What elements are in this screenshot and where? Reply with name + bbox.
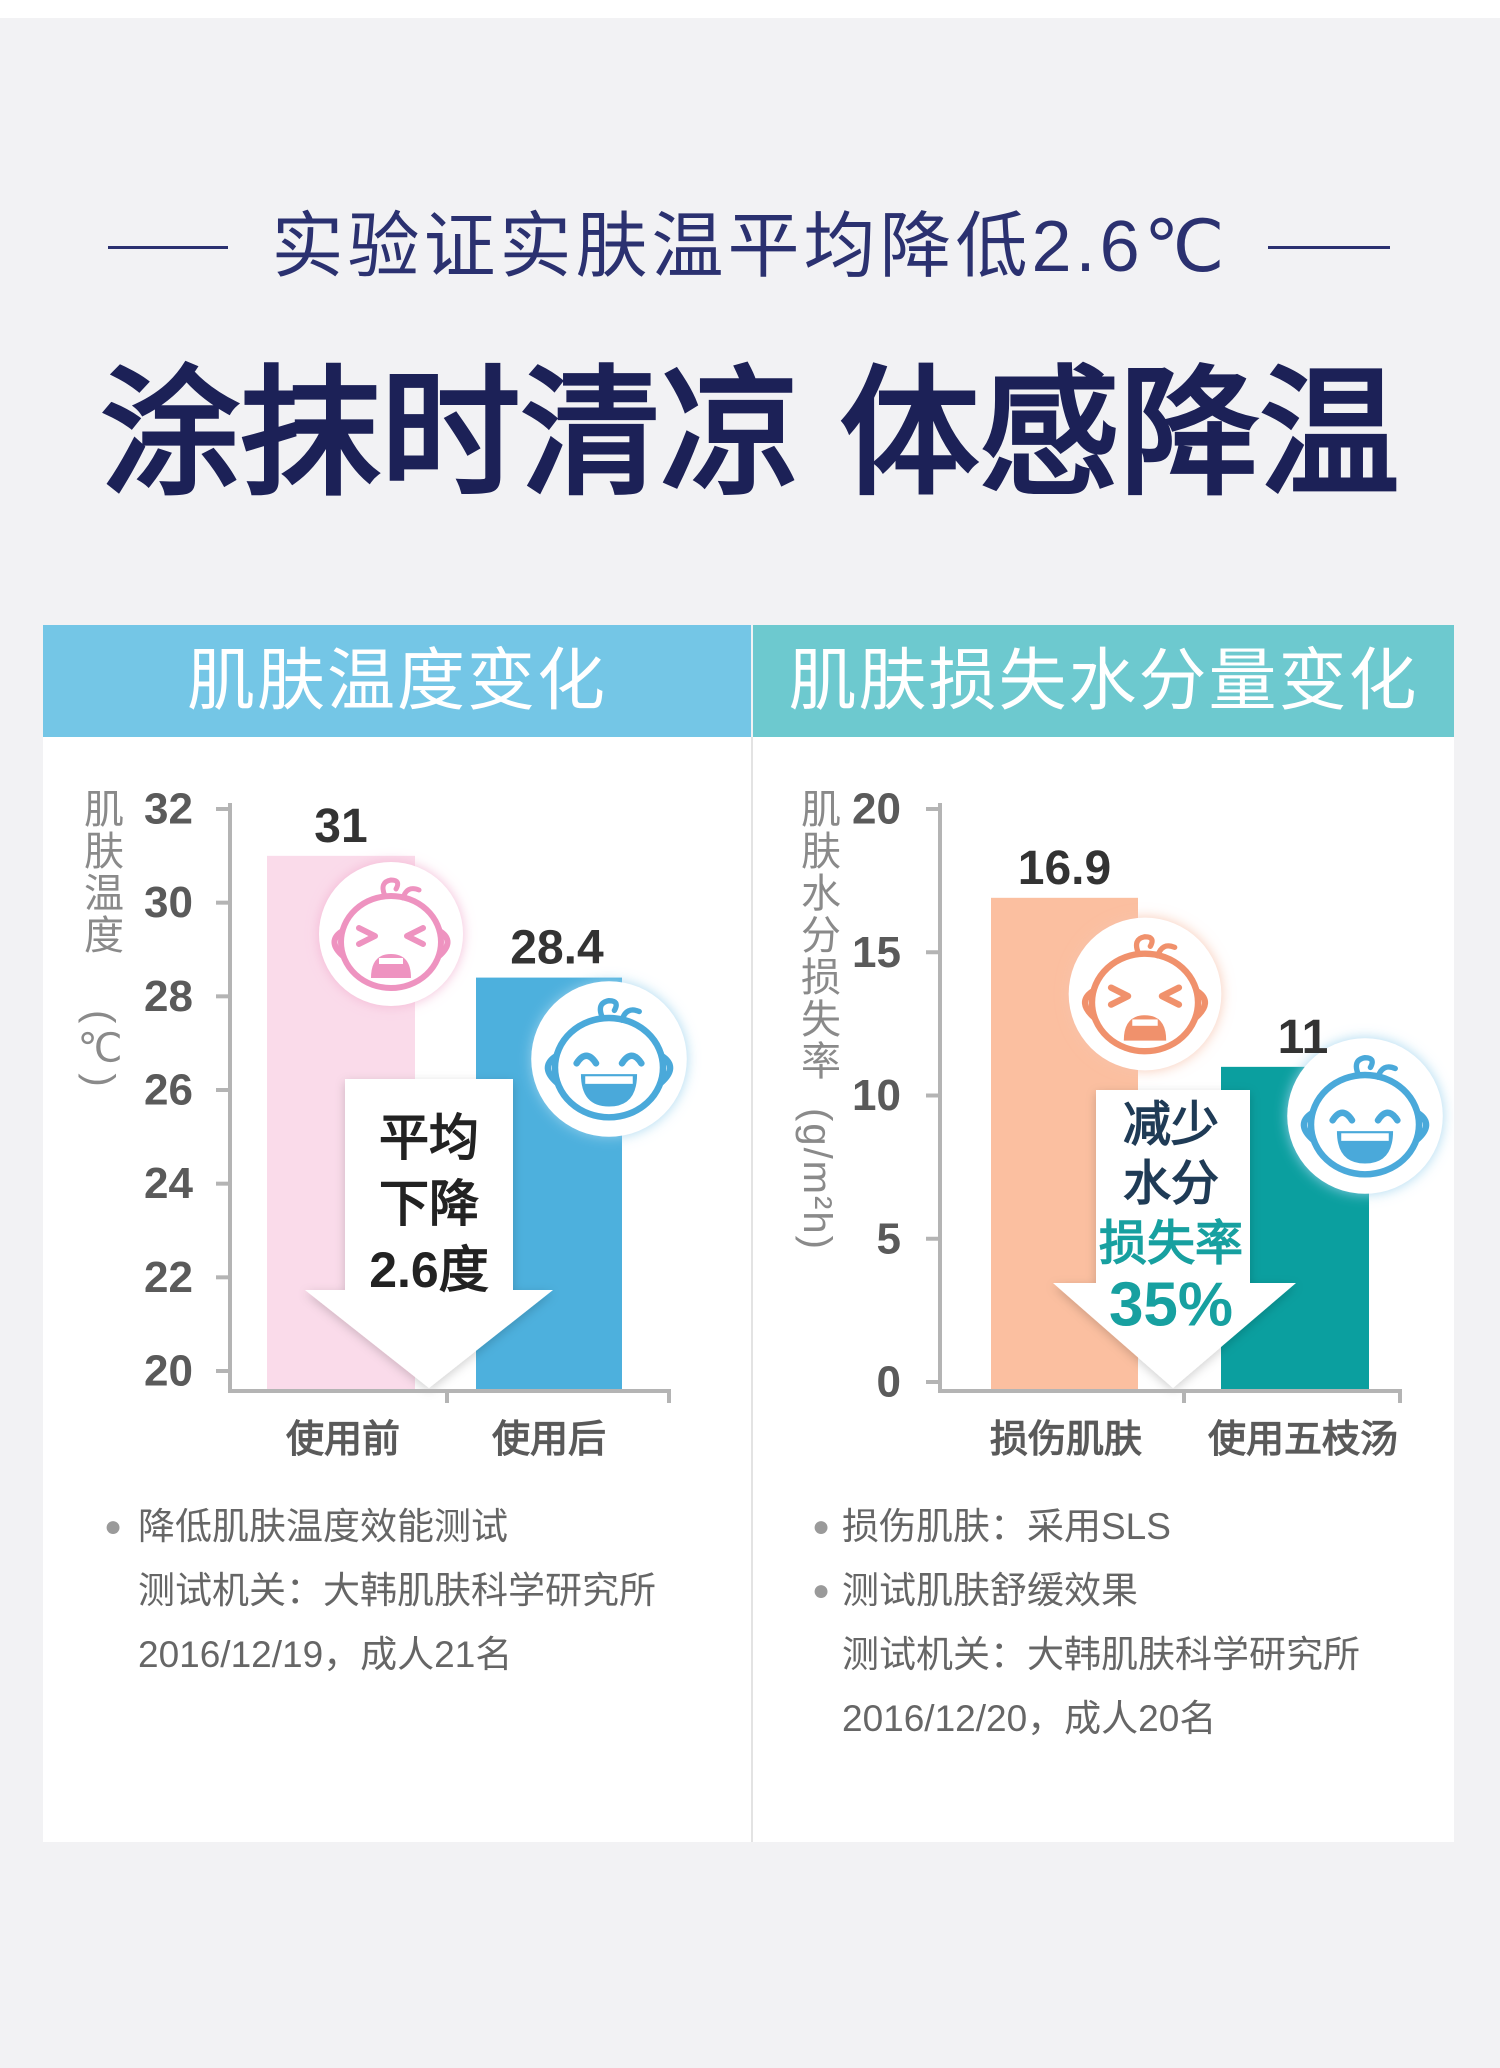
axes-layer: 20 22 24 26 28 30 32 31 28.4 使用前 使用后 (144, 785, 671, 1461)
arrow-text-line: 损失率 (1099, 1218, 1243, 1271)
note-line: ● 损伤肌肤：采用SLS (812, 1495, 1360, 1559)
temperature-panel-header: 肌肤温度变化 (43, 625, 751, 737)
x-category-label: 损伤肌肤 (990, 1419, 1142, 1461)
y-tick-label: 20 (852, 785, 901, 834)
note-line: 2016/12/19，成人21名 (138, 1623, 656, 1687)
x-category-label: 使用后 (492, 1419, 606, 1461)
temperature-test-notes: ● 降低肌肤温度效能测试 测试机关：大韩肌肤科学研究所 2016/12/19，成… (104, 1495, 656, 1687)
bullet-icon: ● (812, 1574, 831, 1607)
down-arrow-icon (1053, 1090, 1296, 1388)
note-line: ● 降低肌肤温度效能测试 (104, 1495, 656, 1559)
note-text: 测试机关：大韩肌肤科学研究所 (842, 1634, 1360, 1675)
value-label: 28.4 (510, 922, 604, 975)
crying-baby-icon (1068, 917, 1222, 1071)
water-loss-panel-header: 肌肤损失水分量变化 (753, 625, 1454, 737)
arrow-text-line: 水分 (1123, 1158, 1219, 1211)
panel-divider (751, 737, 753, 1842)
x-category-label: 使用前 (286, 1419, 400, 1461)
y-tick-label: 28 (144, 972, 193, 1021)
subtitle-right-rule (1268, 246, 1390, 249)
x-category-label: 使用五枝汤 (1208, 1419, 1398, 1461)
arrow-text-line: 减少 (1123, 1099, 1219, 1152)
temperature-panel: 肌肤温度变化 (43, 625, 751, 1842)
y-tick-label: 10 (852, 1071, 901, 1120)
note-text: 降低肌肤温度效能测试 (138, 1506, 508, 1547)
crying-baby-icon (319, 862, 463, 1006)
note-line: 测试机关：大韩肌肤科学研究所 (842, 1623, 1360, 1687)
smiling-baby-icon (1287, 1038, 1443, 1194)
temperature-y-axis-unit: (℃) (78, 1010, 122, 1089)
note-text: 测试机关：大韩肌肤科学研究所 (138, 1570, 656, 1611)
subtitle: 实验证实肤温平均降低2.6℃ (271, 207, 1229, 287)
temperature-bar-chart: 平均 下降 2.6度 20 22 24 26 28 30 32 31 28.4 使用前 使用后 (144, 785, 687, 1461)
note-text: 2016/12/20，成人20名 (842, 1698, 1217, 1739)
y-tick-label: 32 (144, 785, 193, 834)
y-tick-label: 22 (144, 1253, 193, 1302)
arrow-text-line: 下降 (379, 1176, 479, 1232)
water-loss-y-axis-label: 肌肤水分损失率 (795, 788, 839, 1082)
water-loss-bar-chart: 减少 水分 损失率 35% 0 5 10 15 20 16.9 11 损伤肌肤 使用五枝汤 (852, 785, 1443, 1461)
note-text: 损伤肌肤：采用SLS (842, 1506, 1171, 1547)
y-tick-label: 5 (877, 1214, 901, 1263)
arrow-text-line: 2.6度 (369, 1242, 489, 1298)
y-tick-label: 26 (144, 1066, 193, 1115)
arrow-text-line: 平均 (379, 1110, 479, 1166)
value-label: 31 (314, 800, 367, 853)
temperature-y-axis-label: 肌肤温度 (78, 788, 122, 956)
smiling-baby-icon (531, 981, 687, 1137)
note-text: 测试肌肤舒缓效果 (842, 1570, 1138, 1611)
note-line: 2016/12/20，成人20名 (842, 1687, 1360, 1751)
y-tick-label: 20 (144, 1347, 193, 1396)
water-loss-test-notes: ● 损伤肌肤：采用SLS ● 测试肌肤舒缓效果 测试机关：大韩肌肤科学研究所 2… (812, 1495, 1360, 1751)
y-tick-label: 15 (852, 928, 901, 977)
value-label: 11 (1278, 1011, 1329, 1064)
top-strip (0, 0, 1500, 18)
note-line: 测试机关：大韩肌肤科学研究所 (138, 1559, 656, 1623)
water-loss-y-axis-unit: (g/m²h) (795, 1108, 839, 1251)
page-title: 涂抹时清凉 体感降温 (100, 355, 1400, 512)
y-tick-label: 24 (144, 1159, 193, 1208)
arrow-percent-text: 35% (1109, 1271, 1233, 1340)
bullet-icon: ● (812, 1510, 831, 1543)
axes-layer: 0 5 10 15 20 16.9 11 损伤肌肤 使用五枝汤 (852, 785, 1402, 1461)
bullet-icon: ● (104, 1510, 123, 1543)
down-arrow-icon (305, 1079, 553, 1388)
value-label: 16.9 (1018, 842, 1111, 895)
subtitle-left-rule (108, 246, 228, 249)
y-tick-label: 30 (144, 878, 193, 927)
note-text: 2016/12/19，成人21名 (138, 1634, 513, 1675)
note-line: ● 测试肌肤舒缓效果 (812, 1559, 1360, 1623)
y-tick-label: 0 (877, 1358, 901, 1407)
